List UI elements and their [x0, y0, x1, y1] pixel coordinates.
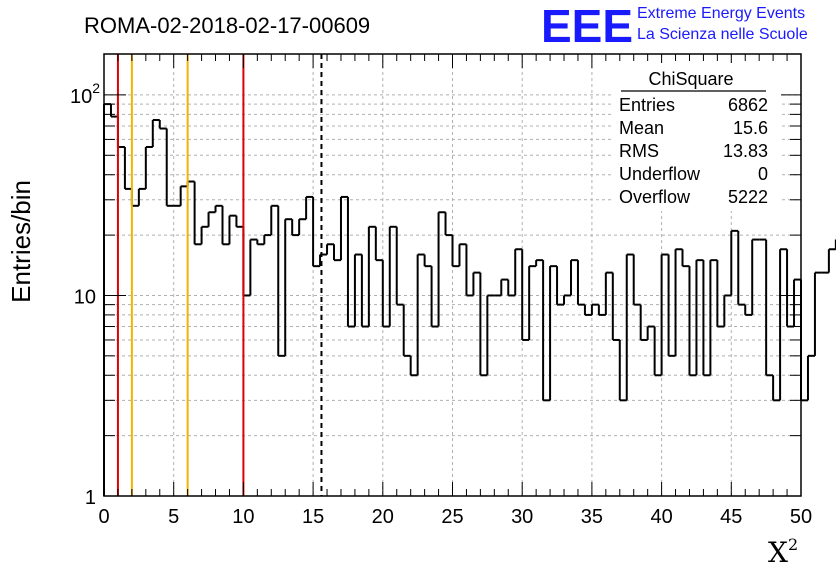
x-tick-label: 10 — [232, 506, 254, 528]
reference-lines — [116, 54, 323, 496]
y-tick-label: 1 — [85, 487, 96, 509]
stats-row-value: 15.6 — [733, 118, 768, 138]
y-tick-label-superscript: 2 — [92, 80, 100, 96]
axes — [103, 53, 802, 497]
stats-row-value: 6862 — [728, 95, 768, 115]
logo-line-2: La Scienza nelle Scuole — [637, 26, 808, 43]
stats-row-label: Mean — [619, 118, 664, 138]
stats-row-value: 0 — [758, 164, 768, 184]
x-tick-labels: 0 5 10 15 20 25 30 35 40 45 50 — [98, 506, 812, 528]
x-axis-label: X2 — [768, 535, 798, 569]
stats-row-label: RMS — [619, 141, 659, 161]
y-axis-label: Entries/bin — [6, 180, 36, 303]
stats-box-title: ChiSquare — [648, 69, 733, 89]
x-axis-label-base: X — [768, 536, 788, 569]
x-tick-label: 20 — [372, 506, 394, 528]
x-tick-label: 45 — [720, 506, 742, 528]
stats-row-label: Entries — [619, 95, 675, 115]
logo-line-1: Extreme Energy Events — [637, 5, 805, 22]
x-tick-label: 35 — [581, 506, 603, 528]
stats-box: ChiSquare Entries 6862 Mean 15.6 RMS 13.83 Unde… — [611, 63, 781, 211]
x-tick-label: 40 — [650, 506, 672, 528]
x-tick-label: 5 — [168, 506, 179, 528]
x-tick-label: 0 — [98, 506, 109, 528]
x-tick-label: 15 — [302, 506, 324, 528]
y-tick-label: 102 — [70, 80, 100, 108]
stats-box-background — [611, 63, 781, 211]
x-tick-label: 30 — [511, 506, 533, 528]
eee-logo: EEE Extreme Energy Events La Scienza nel… — [541, 0, 808, 52]
x-tick-label: 50 — [790, 506, 812, 528]
x-tick-label: 25 — [441, 506, 463, 528]
x-axis-label-superscript: 2 — [788, 535, 798, 554]
stats-row-label: Overflow — [619, 187, 691, 207]
stats-row-value: 13.83 — [723, 141, 768, 161]
chart-title: ROMA-02-2018-02-17-00609 — [84, 13, 370, 38]
logo-mark: EEE — [541, 0, 633, 52]
stats-row-value: 5222 — [728, 187, 768, 207]
y-tick-label: 10 — [74, 286, 96, 308]
stats-row-label: Underflow — [619, 164, 701, 184]
y-tick-label-base: 10 — [70, 86, 92, 108]
